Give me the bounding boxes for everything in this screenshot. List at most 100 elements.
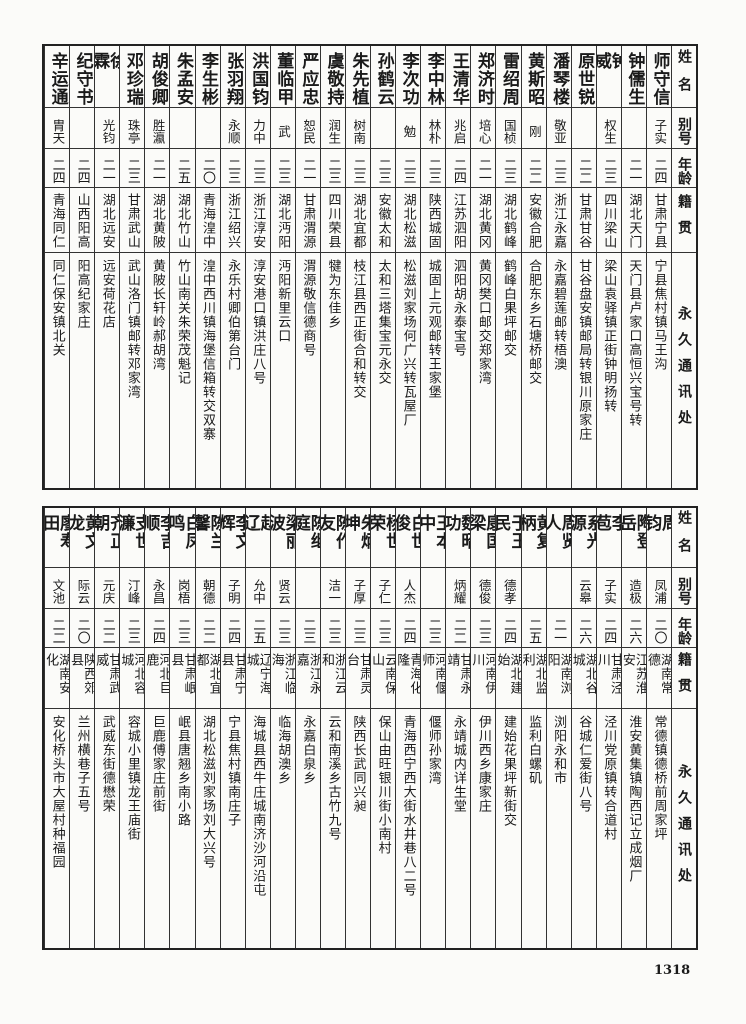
origin-text: 河南伊川 bbox=[471, 653, 496, 695]
age-cell: 二三 bbox=[421, 149, 446, 188]
age-text: 二四 bbox=[149, 618, 165, 644]
person-record: 李中林 林朴 二三 陕西城固 城固上元观邮转王家堡 bbox=[420, 46, 446, 488]
alias-cell: 子仁 bbox=[371, 568, 396, 609]
address-text: 同仁保安镇北关 bbox=[49, 259, 65, 357]
alias-text: 子实 bbox=[652, 118, 668, 144]
name-text: 康国梁 bbox=[471, 514, 496, 550]
alias-cell: 子明 bbox=[220, 568, 245, 609]
alias-cell: 子实 bbox=[646, 108, 671, 149]
person-record: 钟威 权生 二三 四川梁山 梁山袁驿镇正街钟明扬转 bbox=[595, 46, 621, 488]
age-cell: 二三 bbox=[345, 609, 371, 648]
origin-text: 青海化隆 bbox=[396, 653, 421, 695]
alias-cell bbox=[621, 108, 646, 149]
name-text: 黄复柄 bbox=[521, 514, 546, 550]
name-cell: 洪国钧 bbox=[245, 46, 270, 108]
age-cell: 二四 bbox=[596, 609, 621, 648]
age-cell: 二〇 bbox=[195, 149, 220, 188]
person-record: 潘琴楼 敬亚 二三 浙江永嘉 永嘉碧莲邮转梧澳 bbox=[545, 46, 571, 488]
origin-text: 湖南安化 bbox=[45, 653, 70, 695]
header-label: 永久通讯处 bbox=[676, 305, 692, 436]
person-record: 孙鹤云 二三 安徽太和 太和三塔集宝元永交 bbox=[370, 46, 396, 488]
name-text: 白凤鸣 bbox=[170, 514, 195, 550]
address-text: 永嘉碧莲邮转梧澳 bbox=[551, 259, 567, 371]
address-text: 保山由旺银川街小南村 bbox=[375, 715, 391, 855]
alias-cell: 炳耀 bbox=[446, 568, 471, 609]
origin-text: 浙江永嘉 bbox=[551, 193, 567, 249]
origin-text: 安徽太和 bbox=[375, 193, 391, 249]
name-cell: 钟儒生 bbox=[621, 46, 646, 108]
person-record: 杨世荣 子仁 二三 云南保山 保山由旺银川街小南村 bbox=[370, 508, 396, 948]
origin-cell: 甘肃岷县 bbox=[170, 648, 195, 709]
origin-cell: 云南保山 bbox=[371, 648, 396, 709]
name-text: 徐霖 bbox=[95, 52, 120, 89]
address-cell: 临海胡澳乡 bbox=[271, 709, 295, 948]
alias-text: 允中 bbox=[250, 578, 266, 604]
age-cell: 二三 bbox=[371, 149, 396, 188]
person-record: 洪国钧 力中 二三 浙江淳安 淳安港口镇洪庄八号 bbox=[244, 46, 270, 488]
alias-cell bbox=[295, 568, 320, 609]
name-cell: 陈兰馨 bbox=[195, 508, 220, 568]
alias-text: 敬亚 bbox=[551, 118, 567, 144]
alias-text: 际云 bbox=[75, 578, 91, 604]
origin-text: 甘肃永靖 bbox=[446, 653, 471, 695]
alias-cell: 勉 bbox=[396, 108, 421, 149]
name-cell: 雷绍周 bbox=[496, 46, 521, 108]
alias-cell: 贤云 bbox=[270, 568, 295, 609]
name-text: 陈继庭 bbox=[295, 514, 320, 550]
person-record: 徐霖 光钧 二一 湖北远安 远安荷花店 bbox=[94, 46, 120, 488]
alias-text: 刚 bbox=[526, 124, 542, 138]
origin-text: 湖北黄冈 bbox=[475, 193, 491, 249]
person-record: 廖寿田 文池 二二 湖南安化 安化桥头市大屋村种福园 bbox=[44, 508, 70, 948]
name-cell: 李中林 bbox=[421, 46, 446, 108]
origin-cell: 湖北谷城 bbox=[571, 648, 596, 709]
alias-text: 润生 bbox=[326, 118, 342, 144]
alias-cell: 际云 bbox=[70, 568, 95, 609]
origin-cell: 甘肃泾川 bbox=[596, 648, 621, 709]
name-cell: 朱炳坤 bbox=[345, 508, 371, 568]
alias-text: 人杰 bbox=[401, 578, 417, 604]
alias-cell: 光钧 bbox=[95, 108, 120, 149]
person-record: 郑济时 培心 二一 湖北黄冈 黄冈樊口邮交郑家湾 bbox=[470, 46, 496, 488]
name-text: 钟威 bbox=[596, 52, 621, 89]
name-cell: 辛运通 bbox=[45, 46, 70, 108]
name-cell: 纪守书 bbox=[70, 46, 95, 108]
age-cell: 二〇 bbox=[646, 609, 671, 648]
age-cell: 二三 bbox=[396, 149, 421, 188]
age-cell: 二二 bbox=[45, 609, 70, 648]
name-text: 王清华 bbox=[448, 52, 469, 106]
address-cell: 沔阳新里云口 bbox=[271, 253, 295, 488]
origin-text: 山西阳高 bbox=[74, 193, 90, 249]
alias-cell: 汀峰 bbox=[120, 568, 145, 609]
name-text: 陈作友 bbox=[320, 514, 345, 550]
origin-cell: 甘肃甘谷 bbox=[571, 188, 596, 253]
name-cell: 廖寿田 bbox=[45, 508, 70, 568]
origin-cell: 湖北建始 bbox=[496, 648, 521, 709]
origin-cell: 湖北远安 bbox=[95, 188, 120, 253]
header-alias: 别号 bbox=[672, 108, 696, 149]
alias-text: 汀峰 bbox=[125, 578, 141, 604]
person-record: 陈作友 洁一 二三 浙江云和 云和南溪乡古竹九号 bbox=[319, 508, 345, 948]
header-name: 姓名 bbox=[672, 508, 696, 568]
name-text: 潘琴楼 bbox=[549, 52, 570, 106]
name-text: 钟儒生 bbox=[624, 52, 645, 106]
alias-text: 文池 bbox=[50, 578, 66, 604]
name-cell: 潘琴楼 bbox=[546, 46, 571, 108]
age-cell: 二一 bbox=[295, 149, 320, 188]
address-text: 岷县唐翘乡南小路 bbox=[174, 715, 190, 827]
header-label: 籍贯 bbox=[676, 652, 692, 704]
age-text: 二三 bbox=[124, 158, 140, 184]
alias-text: 子仁 bbox=[376, 578, 392, 604]
origin-cell: 浙江绍兴 bbox=[220, 188, 245, 253]
age-cell: 二四 bbox=[396, 609, 421, 648]
origin-text: 陕西城固 bbox=[425, 193, 441, 249]
person-record: 陶登岳 造极 二六 江苏淮安 淮安黄集镇陶西记立成烟厂 bbox=[620, 508, 646, 948]
alias-cell: 权生 bbox=[596, 108, 621, 149]
origin-cell: 安徽太和 bbox=[371, 188, 396, 253]
alias-cell: 国桢 bbox=[496, 108, 521, 149]
age-cell: 二三 bbox=[596, 149, 621, 188]
address-cell: 永嘉白泉乡 bbox=[296, 709, 320, 948]
age-text: 二四 bbox=[601, 618, 617, 644]
origin-text: 江苏泗阳 bbox=[450, 193, 466, 249]
address-cell: 建始花果坪新街交 bbox=[496, 709, 520, 948]
age-cell: 二四 bbox=[70, 149, 95, 188]
